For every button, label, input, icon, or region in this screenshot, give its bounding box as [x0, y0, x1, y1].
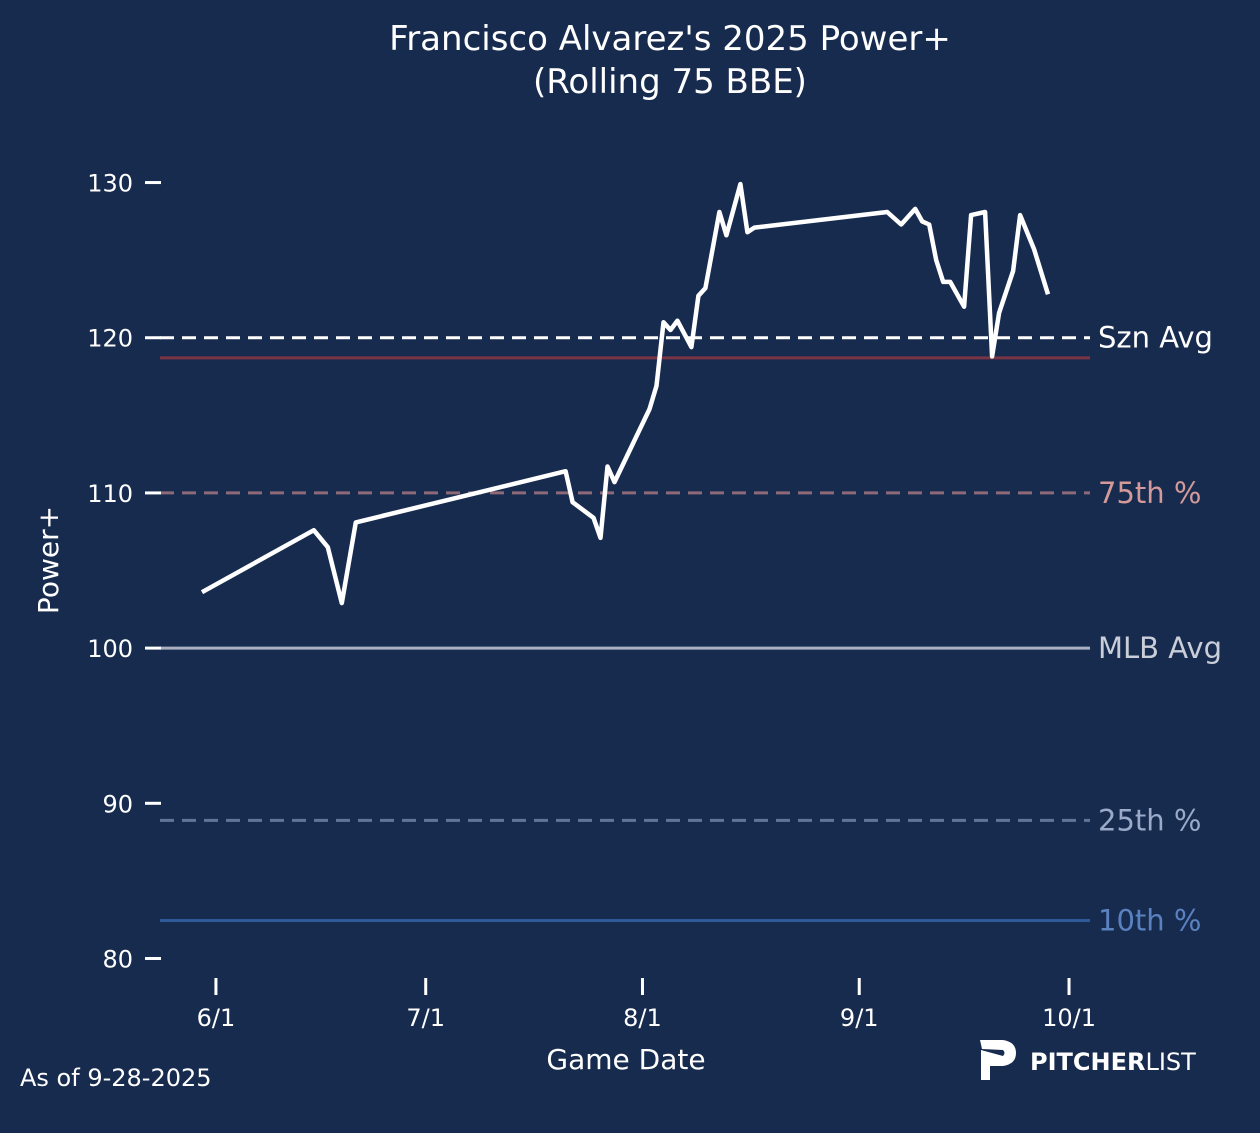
y-tick-label: 120: [87, 325, 133, 353]
reference-lines: Szn Avg 75th % MLB Avg 25th % 10th %: [160, 321, 1222, 938]
x-axis-label: Game Date: [546, 1043, 705, 1076]
pitcherlist-logo-text: PITCHERLIST: [1030, 1048, 1196, 1076]
pitcherlist-logo-icon: [980, 1040, 1016, 1080]
reference-line-label: 10th %: [1098, 903, 1201, 937]
y-axis: 80 90 100 110 120 130: [87, 170, 161, 974]
pitcherlist-logo: PITCHERLIST: [980, 1040, 1196, 1080]
series-line: [202, 184, 1048, 603]
y-tick-label: 110: [87, 480, 133, 508]
reference-line-label: 25th %: [1098, 803, 1201, 837]
y-tick-label: 90: [102, 790, 133, 818]
reference-line-label: 75th %: [1098, 476, 1201, 510]
y-axis-label: Power+: [32, 506, 65, 614]
x-tick-label: 9/1: [840, 1004, 879, 1032]
as-of-date: As of 9-28-2025: [20, 1064, 212, 1092]
y-tick-label: 80: [102, 945, 133, 973]
x-tick-label: 7/1: [406, 1004, 445, 1032]
chart-title: Francisco Alvarez's 2025 Power+: [389, 19, 951, 59]
chart-subtitle: (Rolling 75 BBE): [533, 62, 807, 102]
y-tick-label: 130: [87, 170, 133, 198]
reference-line-label: MLB Avg: [1098, 631, 1222, 665]
x-tick-label: 8/1: [623, 1004, 662, 1032]
x-tick-label: 6/1: [197, 1004, 236, 1032]
series-layer: [202, 184, 1048, 603]
reference-line-label: Szn Avg: [1098, 321, 1213, 355]
y-tick-label: 100: [87, 635, 133, 663]
x-axis: 6/1 7/1 8/1 9/1 10/1: [197, 978, 1096, 1032]
x-tick-label: 10/1: [1042, 1004, 1096, 1032]
